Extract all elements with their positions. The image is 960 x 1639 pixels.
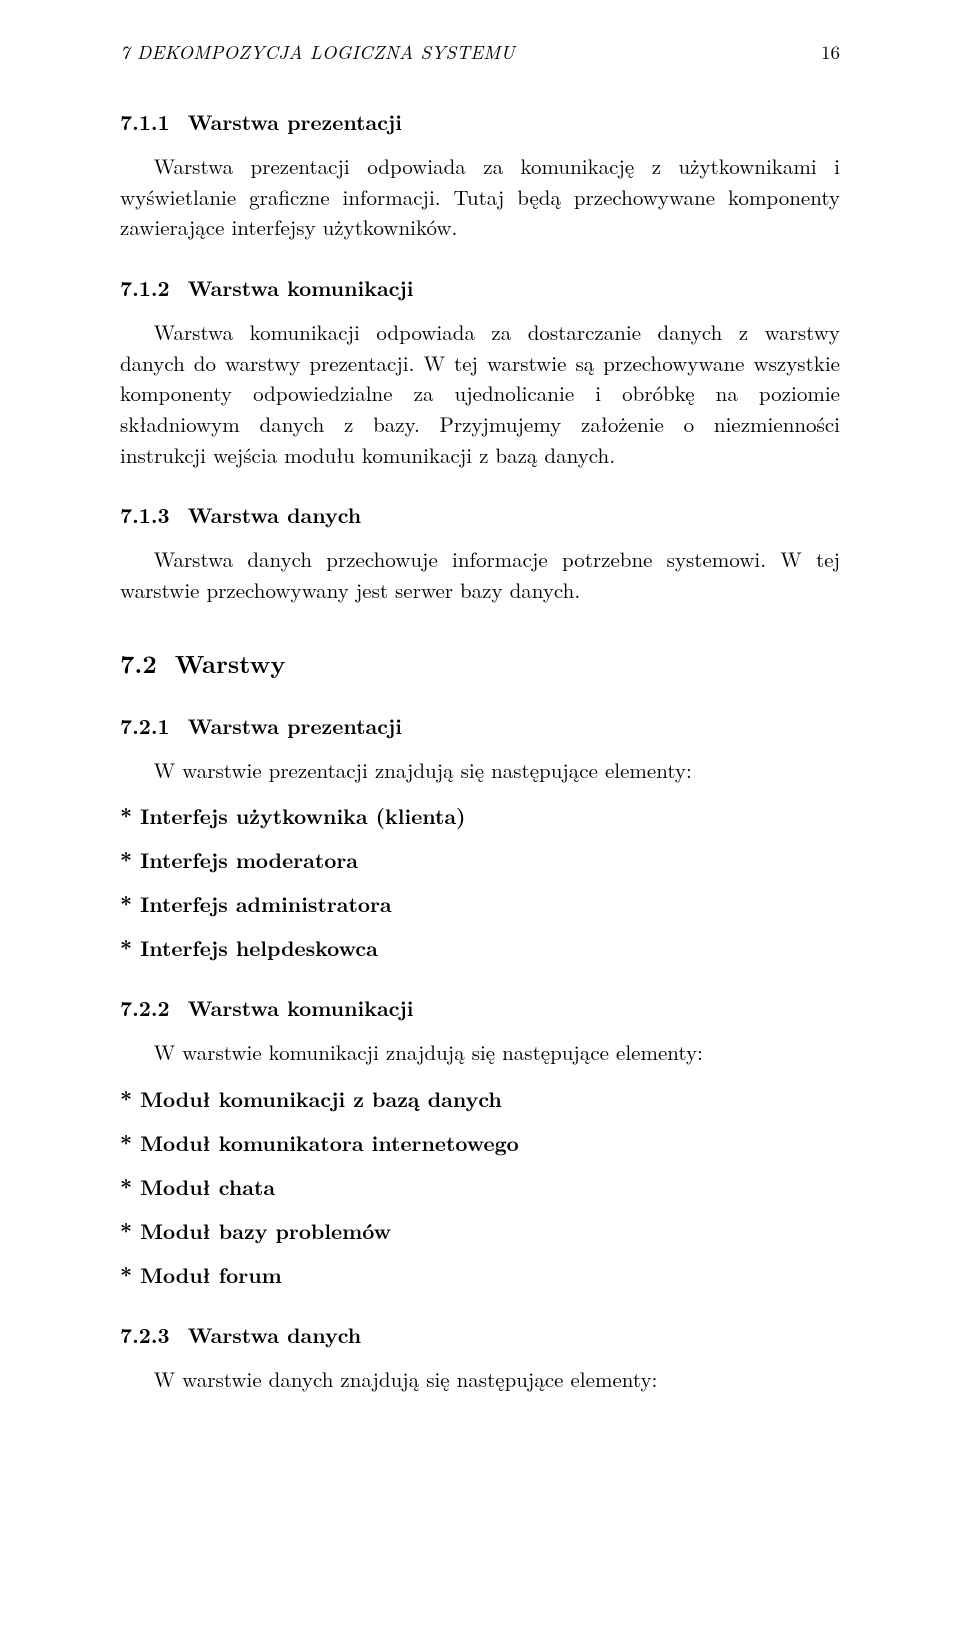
list-item: * Interfejs użytkownika (klienta): [120, 801, 840, 831]
heading-7-2-3: 7.2.3 Warstwa danych: [120, 1320, 840, 1350]
heading-7-1-3: 7.1.3 Warstwa danych: [120, 500, 840, 530]
paragraph: W warstwie komunikacji znajdują się nast…: [120, 1037, 840, 1068]
list-item: * Moduł komunikatora internetowego: [120, 1128, 840, 1158]
heading-title: Warstwa komunikacji: [188, 273, 414, 303]
heading-number: 7.2: [120, 646, 157, 681]
heading-7-1-1: 7.1.1 Warstwa prezentacji: [120, 107, 840, 137]
list-item: * Moduł forum: [120, 1260, 840, 1290]
paragraph: Warstwa komunikacji odpowiada za dostarc…: [120, 317, 840, 470]
bullet-list: * Interfejs użytkownika (klienta) * Inte…: [120, 801, 840, 963]
heading-number: 7.1.1: [120, 107, 170, 137]
list-item: * Interfejs administratora: [120, 889, 840, 919]
heading-7-2-1: 7.2.1 Warstwa prezentacji: [120, 711, 840, 741]
document-page: 7 DEKOMPOZYCJA LOGICZNA SYSTEMU 16 7.1.1…: [0, 0, 960, 1465]
heading-7-2-2: 7.2.2 Warstwa komunikacji: [120, 993, 840, 1023]
heading-7-1-2: 7.1.2 Warstwa komunikacji: [120, 273, 840, 303]
heading-number: 7.2.2: [120, 993, 170, 1023]
running-title: 7 DEKOMPOZYCJA LOGICZNA SYSTEMU: [120, 38, 515, 65]
list-item: * Moduł bazy problemów: [120, 1216, 840, 1246]
heading-title: Warstwa danych: [188, 1320, 362, 1350]
list-item: * Interfejs helpdeskowca: [120, 933, 840, 963]
list-item: * Interfejs moderatora: [120, 845, 840, 875]
heading-title: Warstwy: [175, 646, 286, 681]
paragraph: W warstwie prezentacji znajdują się nast…: [120, 755, 840, 786]
heading-title: Warstwa komunikacji: [188, 993, 414, 1023]
list-item: * Moduł chata: [120, 1172, 840, 1202]
heading-title: Warstwa prezentacji: [188, 107, 402, 137]
heading-title: Warstwa prezentacji: [188, 711, 402, 741]
paragraph: Warstwa prezentacji odpowiada za komunik…: [120, 151, 840, 243]
heading-number: 7.1.3: [120, 500, 170, 530]
paragraph: W warstwie danych znajdują się następują…: [120, 1364, 840, 1395]
paragraph: Warstwa danych przechowuje informacje po…: [120, 544, 840, 605]
page-number: 16: [821, 38, 840, 65]
heading-number: 7.2.3: [120, 1320, 170, 1350]
heading-title: Warstwa danych: [188, 500, 362, 530]
heading-7-2: 7.2 Warstwy: [120, 646, 840, 681]
running-header: 7 DEKOMPOZYCJA LOGICZNA SYSTEMU 16: [120, 38, 840, 65]
list-item: * Moduł komunikacji z bazą danych: [120, 1084, 840, 1114]
bullet-list: * Moduł komunikacji z bazą danych * Modu…: [120, 1084, 840, 1290]
heading-number: 7.2.1: [120, 711, 170, 741]
heading-number: 7.1.2: [120, 273, 170, 303]
